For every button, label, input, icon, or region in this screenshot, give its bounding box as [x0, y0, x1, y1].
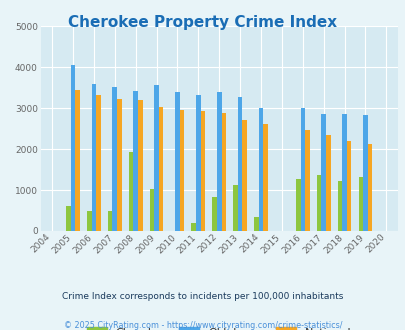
Bar: [154, 85, 158, 231]
Bar: [216, 92, 221, 231]
Bar: [117, 99, 121, 231]
Bar: [295, 179, 300, 231]
Bar: [138, 100, 142, 231]
Bar: [75, 90, 80, 231]
Bar: [300, 108, 305, 231]
Bar: [108, 211, 112, 231]
Bar: [254, 217, 258, 231]
Bar: [221, 113, 226, 231]
Bar: [70, 65, 75, 231]
Bar: [341, 114, 346, 231]
Bar: [242, 120, 246, 231]
Text: Cherokee Property Crime Index: Cherokee Property Crime Index: [68, 15, 337, 30]
Text: Crime Index corresponds to incidents per 100,000 inhabitants: Crime Index corresponds to incidents per…: [62, 292, 343, 301]
Bar: [212, 197, 216, 231]
Bar: [258, 108, 263, 231]
Bar: [232, 185, 237, 231]
Bar: [263, 124, 267, 231]
Bar: [191, 223, 196, 231]
Bar: [196, 95, 200, 231]
Bar: [133, 91, 138, 231]
Bar: [158, 107, 163, 231]
Bar: [149, 189, 154, 231]
Bar: [305, 130, 309, 231]
Bar: [346, 141, 351, 231]
Bar: [179, 110, 184, 231]
Bar: [316, 175, 321, 231]
Bar: [112, 86, 117, 231]
Bar: [337, 181, 341, 231]
Bar: [321, 114, 325, 231]
Bar: [66, 207, 70, 231]
Bar: [325, 135, 330, 231]
Bar: [96, 95, 100, 231]
Bar: [237, 97, 242, 231]
Bar: [128, 151, 133, 231]
Bar: [200, 111, 205, 231]
Legend: Cherokee, Oklahoma, National: Cherokee, Oklahoma, National: [82, 322, 355, 330]
Bar: [367, 144, 371, 231]
Bar: [87, 211, 92, 231]
Bar: [92, 84, 96, 231]
Bar: [362, 115, 367, 231]
Bar: [358, 177, 362, 231]
Bar: [175, 92, 179, 231]
Text: © 2025 CityRating.com - https://www.cityrating.com/crime-statistics/: © 2025 CityRating.com - https://www.city…: [64, 321, 341, 330]
